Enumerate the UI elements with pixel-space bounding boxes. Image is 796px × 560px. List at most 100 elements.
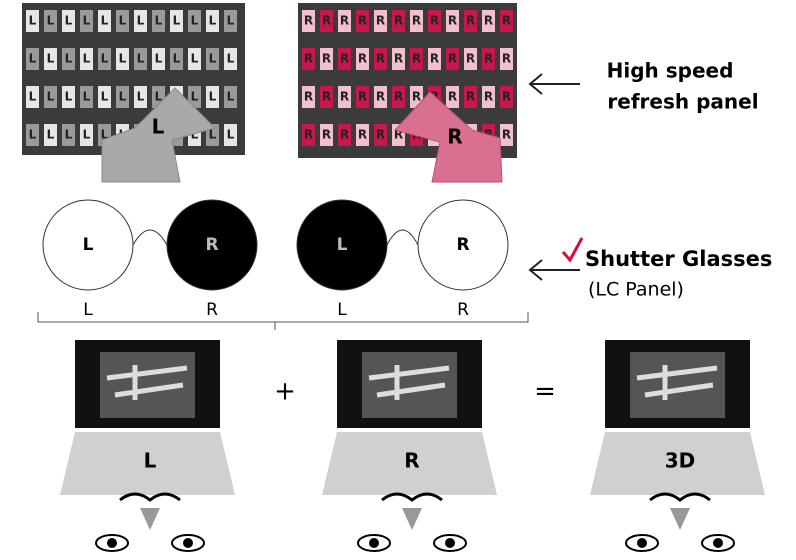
cell-label: R: [430, 52, 439, 66]
panel-cell: [374, 124, 387, 146]
panel-cell: [446, 10, 459, 32]
cell-label: R: [412, 14, 421, 28]
cell-label: L: [47, 52, 55, 66]
cell-label: R: [304, 14, 313, 28]
check-mark: [561, 237, 584, 263]
cell-label: R: [394, 90, 403, 104]
cell-label: R: [484, 52, 493, 66]
right-arrow-label: R: [447, 125, 462, 149]
panel-cell: [26, 48, 39, 70]
panel-cell: [500, 86, 513, 108]
panel-cell: [98, 86, 111, 108]
panel-cell: [338, 124, 351, 146]
panel-cell: [62, 86, 75, 108]
eyebrows: [381, 492, 443, 502]
cell-label: L: [83, 52, 91, 66]
panel-cell: [374, 10, 387, 32]
cell-label: R: [466, 52, 475, 66]
laptop-base: [322, 432, 497, 495]
eye-label: L: [337, 300, 347, 320]
panel-cell: [44, 86, 57, 108]
panel-cell: [80, 10, 93, 32]
cell-label: L: [209, 128, 217, 142]
cell-label: L: [191, 14, 199, 28]
panel-cell: [410, 10, 423, 32]
cell-label: L: [191, 128, 199, 142]
panel-cell: [482, 10, 495, 32]
panel-cell: [302, 48, 315, 70]
cell-label: R: [322, 128, 331, 142]
cell-label: R: [502, 52, 511, 66]
cell-label: L: [101, 52, 109, 66]
panel-cell: [44, 124, 57, 146]
panel-cell: [464, 48, 477, 70]
panel-cell: [338, 48, 351, 70]
cell-label: L: [65, 90, 73, 104]
cell-label: R: [502, 14, 511, 28]
panel-cell: [356, 10, 369, 32]
right-arrow: [394, 91, 503, 183]
cell-label: R: [340, 90, 349, 104]
panel-cell: [482, 48, 495, 70]
shutter-title: Shutter Glasses: [585, 247, 772, 271]
cell-label: L: [227, 14, 235, 28]
cell-label: R: [484, 90, 493, 104]
bridge: [132, 229, 168, 246]
screen-label: L: [144, 449, 157, 473]
equals: =: [534, 377, 556, 407]
cell-label: L: [47, 128, 55, 142]
cell-label: L: [83, 128, 91, 142]
cell-label: R: [304, 52, 313, 66]
cell-label: L: [227, 90, 235, 104]
panel-cell: [80, 48, 93, 70]
cell-label: L: [47, 14, 55, 28]
cell-label: R: [358, 14, 367, 28]
cell-label: R: [358, 52, 367, 66]
cell-label: L: [65, 128, 73, 142]
panel-cell: [428, 10, 441, 32]
nose: [670, 508, 690, 530]
pupil: [637, 538, 647, 548]
panel-cell: [338, 86, 351, 108]
cell-label: L: [101, 128, 109, 142]
panel-cell: [134, 10, 147, 32]
cell-label: R: [448, 52, 457, 66]
panel-cell: [356, 48, 369, 70]
panel-cell: [356, 86, 369, 108]
cell-label: R: [412, 52, 421, 66]
panel-cell: [500, 48, 513, 70]
left-arrow: [101, 87, 216, 183]
panel-cell: [62, 10, 75, 32]
panel-cell: [152, 48, 165, 70]
nose: [402, 508, 422, 530]
panel-cell: [44, 10, 57, 32]
cell-label: L: [209, 14, 217, 28]
cell-label: R: [448, 90, 457, 104]
laptop-base: [590, 432, 765, 495]
laptop-base: [60, 432, 235, 495]
panel-cell: [302, 86, 315, 108]
cell-label: L: [137, 90, 145, 104]
panel-cell: [224, 124, 237, 146]
panel-cell: [338, 10, 351, 32]
panel-cell: [446, 48, 459, 70]
cell-label: R: [322, 14, 331, 28]
cell-label: L: [191, 90, 199, 104]
panel-cell: [392, 10, 405, 32]
shutter-subtitle: (LC Panel): [588, 279, 684, 301]
cell-label: R: [376, 90, 385, 104]
plane: [636, 365, 718, 400]
panel-cell: [206, 86, 219, 108]
panel-cell: [224, 10, 237, 32]
cell-label: L: [119, 52, 127, 66]
panel-cell: [482, 86, 495, 108]
refresh-label: refresh panel: [607, 90, 758, 114]
panel-cell: [206, 10, 219, 32]
lens-label: L: [83, 235, 94, 255]
eyebrows: [649, 492, 711, 502]
eye-label: R: [206, 300, 218, 320]
cell-label: R: [394, 14, 403, 28]
bridge: [386, 229, 419, 246]
panel-cell: [356, 124, 369, 146]
cell-label: L: [47, 90, 55, 104]
